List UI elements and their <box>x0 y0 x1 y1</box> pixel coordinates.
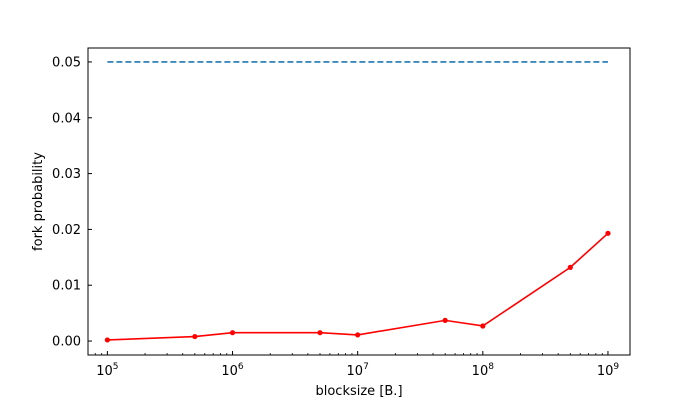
y-tick-label: 0.03 <box>52 167 81 182</box>
y-tick-label: 0.04 <box>52 111 81 126</box>
data-point <box>355 332 361 338</box>
data-point <box>229 330 236 336</box>
x-axis-label: blocksize [B.] <box>315 384 402 399</box>
series-1 <box>104 230 611 343</box>
x-tick-label: 107 <box>347 362 369 379</box>
data-point <box>442 317 448 323</box>
plot-area-frame <box>87 47 631 356</box>
data-point <box>317 330 323 336</box>
x-tick-label: 109 <box>597 362 620 379</box>
data-point <box>605 230 611 236</box>
tick-layer: 0.00 0.01 0.02 0.03 0.04 0.05 105 106 107 108 109 <box>52 55 619 379</box>
data-point <box>104 337 110 343</box>
data-point <box>567 264 573 270</box>
y-tick-label: 0.05 <box>52 55 81 70</box>
y-tick-label: 0.00 <box>52 335 81 350</box>
y-tick-label: 0.02 <box>52 223 81 238</box>
data-point <box>480 323 486 329</box>
x-tick-label: 108 <box>472 362 495 379</box>
y-tick-label: 0.01 <box>52 279 81 294</box>
x-tick-label: 105 <box>96 362 118 379</box>
y-axis-label: fork probability <box>31 152 46 251</box>
series-layer <box>104 61 611 343</box>
data-point <box>192 333 198 340</box>
x-tick-label: 106 <box>221 362 244 379</box>
